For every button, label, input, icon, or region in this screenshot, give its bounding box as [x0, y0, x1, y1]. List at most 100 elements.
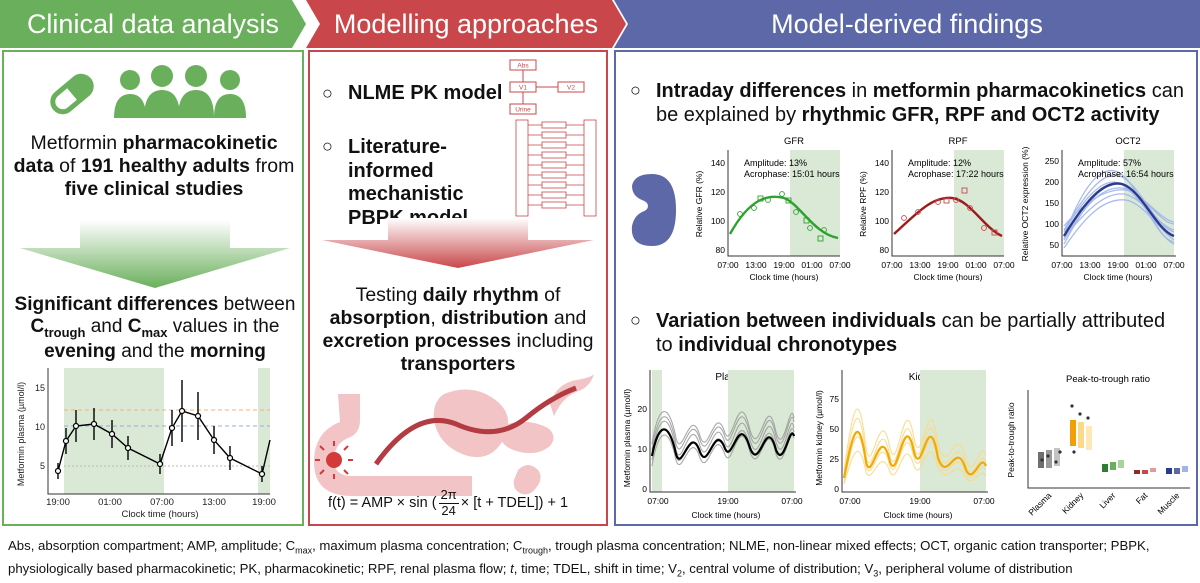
compartment-diagram: Abs V1 V2 Urine	[509, 59, 585, 115]
ytick: 50	[830, 424, 840, 434]
xtick: 07:00	[717, 260, 739, 270]
diagram-label: V2	[567, 85, 575, 92]
txt-bold: pharmacokinetic data	[13, 132, 278, 177]
xlabel: Clock time (hours)	[692, 510, 761, 520]
box-plasma	[1038, 448, 1062, 468]
ytick: 100	[875, 216, 889, 226]
category-label: Liver	[1097, 490, 1117, 510]
ylabel: Peak-to-trough ratio	[1006, 402, 1016, 477]
txt: and	[85, 316, 128, 338]
xlabel: Clock time (hours)	[121, 509, 198, 520]
txt-bold: rhythmic GFR, RPF and OCT2 activity	[801, 103, 1160, 126]
ytick: 15	[35, 383, 45, 393]
oct2-plot: OCT2 Amplitude: 57% Acrophase: 16:54 hou…	[1020, 136, 1185, 282]
txt: Metformin	[30, 132, 123, 154]
xtick: 07:00	[1163, 260, 1185, 270]
panel-clinical	[2, 50, 304, 526]
ylabel: Relative RPF (%)	[858, 171, 868, 237]
formula-num: 2π	[438, 487, 459, 504]
txt-bold: C	[127, 316, 142, 338]
txt-sub: trough	[522, 545, 548, 556]
ytick: 140	[711, 158, 725, 168]
category-label: Plasma	[1026, 490, 1053, 517]
header-clinical: Clinical data analysis	[0, 0, 306, 48]
bullet-circle-icon: ○	[630, 310, 641, 330]
xtick: 07:00	[1051, 260, 1073, 270]
header-clinical-text: Clinical data analysis	[26, 8, 280, 39]
xtick: 01:00	[1135, 260, 1157, 270]
ytick: 150	[1045, 198, 1059, 208]
ytick: 80	[716, 245, 726, 255]
ylabel: Metformin plasma (µmol/l)	[622, 389, 632, 488]
xlabel: Clock time (hours)	[750, 272, 819, 282]
txt: , trough plasma concentration; NLME, non…	[8, 538, 1150, 576]
txt: ,	[430, 307, 442, 329]
xtick: 07:00	[993, 260, 1015, 270]
xtick: 13:00	[202, 497, 226, 508]
txt: and	[548, 307, 587, 329]
footer-abbreviations: Abs, absorption compartment; AMP, amplit…	[8, 536, 1194, 581]
txt: in	[846, 80, 873, 102]
modelling-testing-text: Testing daily rhythm of absorption, dist…	[312, 284, 604, 376]
formula-fraction: 2π 24	[438, 487, 459, 518]
txt: , maximum plasma concentration; C	[312, 538, 523, 553]
box-liver	[1102, 460, 1124, 472]
txt: from	[249, 155, 295, 177]
txt: and the	[115, 340, 190, 362]
formula-den: 24	[441, 502, 456, 518]
txt-bold: 191 healthy adults	[80, 155, 250, 177]
ytick: 100	[711, 216, 725, 226]
txt-sub: 3	[873, 568, 879, 579]
bullet-circle-icon: ○	[322, 83, 333, 103]
txt-sub: trough	[44, 325, 86, 341]
clinical-result-text: Significant differences between Ctrough …	[6, 294, 304, 363]
xtick: 19:00	[46, 497, 70, 508]
amplitude-label: Amplitude: 13%	[744, 158, 807, 168]
formula-lhs: f(t) = AMP × sin (	[328, 495, 437, 511]
ytick: 50	[1050, 240, 1060, 250]
plot-title: Peak-to-trough ratio	[1066, 374, 1150, 385]
header-findings: Model-derived findings	[614, 0, 1200, 48]
txt-bold: individual chronotypes	[678, 333, 898, 356]
xtick: 13:00	[745, 260, 767, 270]
rhythm-formula: f(t) = AMP × sin ( 2π 24 × [t + TDEL]) +…	[328, 486, 598, 520]
txt: of	[53, 155, 81, 177]
plot-title: RPF	[949, 136, 968, 147]
ylabel: Relative OCT2 expression (%)	[1020, 146, 1030, 261]
ytick: 10	[35, 422, 45, 432]
box-fat	[1134, 468, 1156, 474]
xlabel: Clock time (hours)	[914, 272, 983, 282]
txt-bold: NLME PK model	[348, 82, 503, 104]
category-label: Fat	[1134, 490, 1150, 506]
down-arrow-red	[322, 218, 594, 268]
txt-bold: Significant differences	[14, 294, 219, 315]
ytick: 20	[638, 404, 648, 414]
txt: between	[218, 294, 296, 315]
xtick: 07:00	[781, 496, 803, 506]
acrophase-label: Acrophase: 15:01 hours	[744, 169, 840, 179]
clinical-plasma-plot: 5 10 15 19:00 01:00 07:00 13:00 19:00 Cl…	[16, 368, 276, 520]
findings-bullet-1: ○ Intraday differences in metformin phar…	[630, 80, 1186, 127]
formula-rhs: × [t + TDEL]) + 1	[460, 495, 569, 511]
txt-bold: Literature-informed mechanistic PBPK mod…	[348, 136, 469, 229]
panel-modelling	[308, 50, 608, 526]
findings-bullet-2: ○ Variation between individuals can be p…	[630, 310, 1186, 357]
txt: Abs, absorption compartment; AMP, amplit…	[8, 538, 296, 553]
ytick: 200	[1045, 177, 1059, 187]
txt-bold: Variation between individuals	[656, 310, 937, 332]
txt-bold: transporters	[400, 353, 516, 375]
ytick: 5	[40, 461, 45, 471]
findings-bullet-2-text: Variation between individuals can be par…	[656, 310, 1186, 357]
txt-bold: evening	[44, 340, 116, 362]
amplitude-label: Amplitude: 12%	[908, 158, 971, 168]
diagram-label: Urine	[515, 107, 531, 114]
txt: values in the	[167, 316, 280, 338]
txt-sub: max	[141, 325, 168, 341]
ytick: 80	[880, 245, 890, 255]
txt-bold: Intraday differences	[656, 80, 847, 102]
ytick: 250	[1045, 156, 1059, 166]
bullet-circle-icon: ○	[322, 136, 333, 156]
organ-illustration	[314, 374, 594, 496]
acrophase-label: Acrophase: 16:54 hours	[1078, 169, 1174, 179]
pill-people-icon	[50, 65, 246, 118]
